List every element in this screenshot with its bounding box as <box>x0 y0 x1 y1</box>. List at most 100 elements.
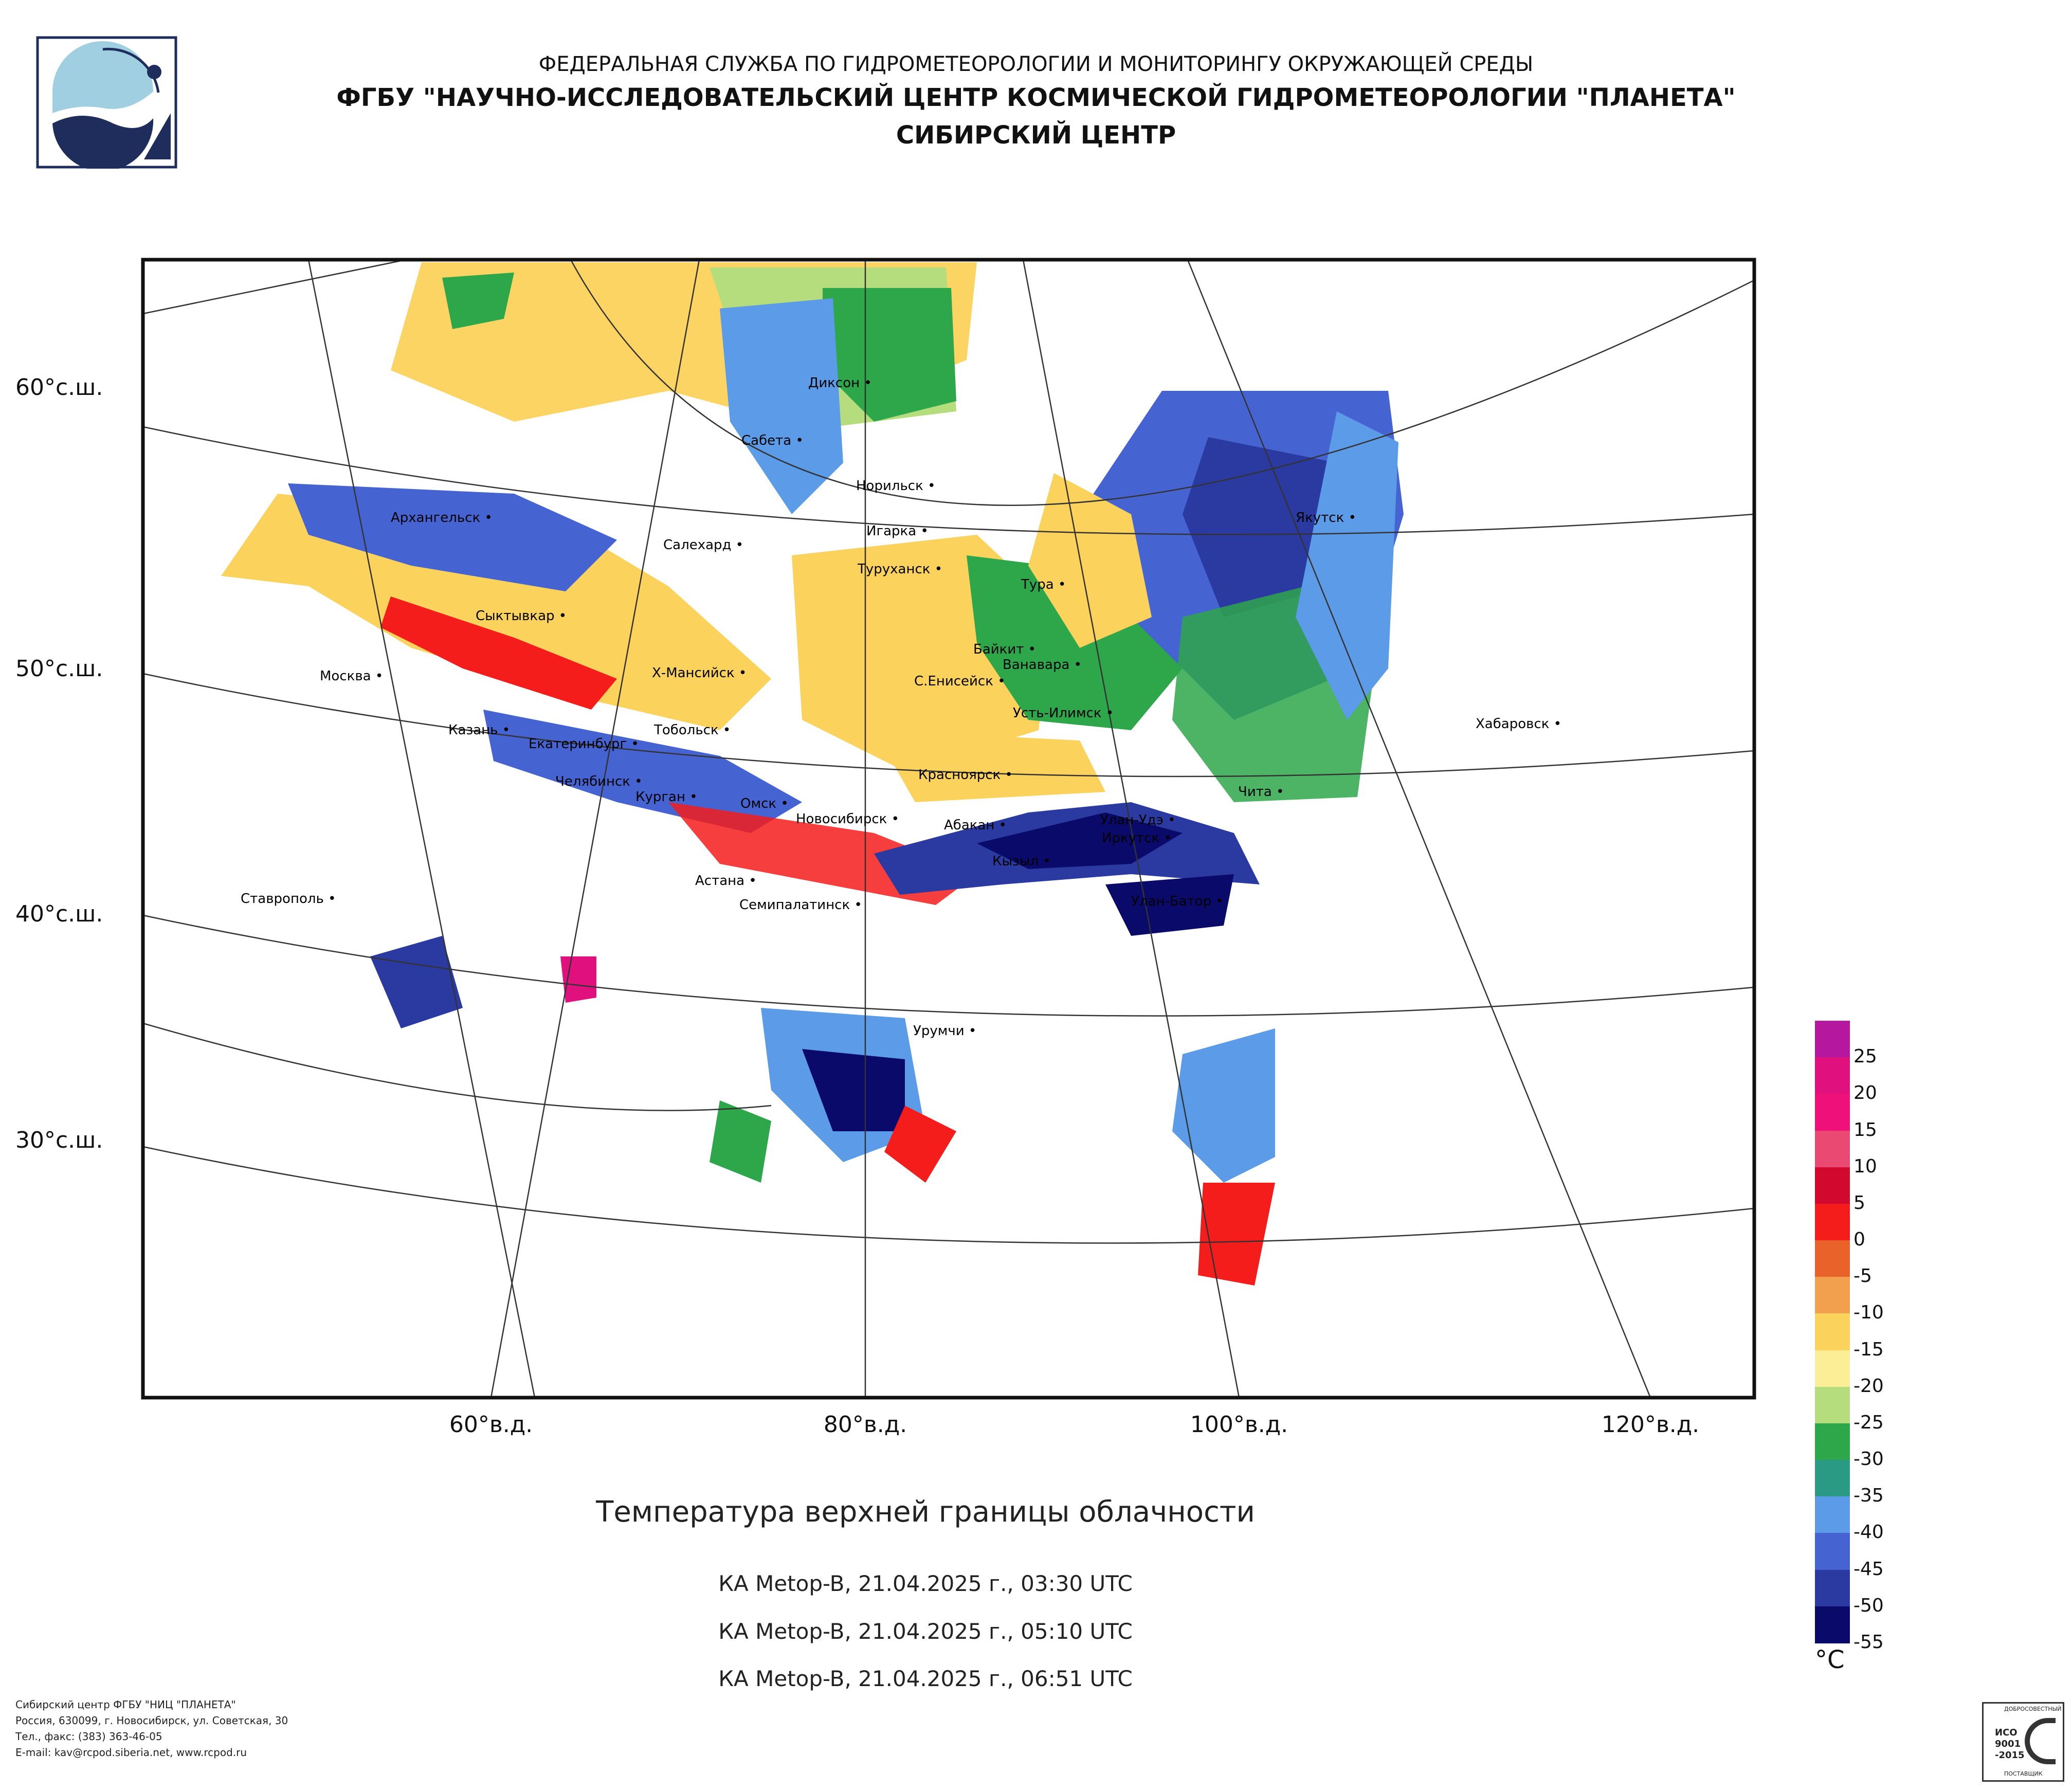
city-label: Усть-Илимск <box>1013 705 1102 721</box>
header-agency: ФЕДЕРАЛЬНАЯ СЛУЖБА ПО ГИДРОМЕТЕОРОЛОГИИ … <box>538 52 1534 76</box>
iso-badge-year: -2015 <box>1995 1750 2025 1761</box>
city-kurgan: Курган • <box>635 789 698 805</box>
colorbar-swatch <box>1815 1496 1850 1534</box>
city-label: Байкит <box>973 642 1024 657</box>
city-label: Иркутск <box>1102 830 1160 846</box>
city-chita: Чита • <box>1238 784 1284 800</box>
city-label: Сыктывкар <box>476 608 555 624</box>
footer-org: Сибирский центр ФГБУ "НИЦ "ПЛАНЕТА" <box>15 1698 236 1711</box>
lat-label-60: 60°с.ш. <box>15 374 103 401</box>
iso-badge-top: ДОБРОСОВЕСТНЫЙ <box>2004 1706 2062 1712</box>
city-label: Новосибирск <box>796 811 887 827</box>
city-label: Чита <box>1238 784 1272 800</box>
lat-label-40: 40°с.ш. <box>15 901 103 927</box>
city-ulan-bator: Улан-Батор • <box>1131 894 1224 909</box>
colorbar-swatch <box>1815 1021 1850 1058</box>
city-krasnoyarsk: Красноярск • <box>918 767 1013 783</box>
colorbar-tick-label: -30 <box>1853 1449 1884 1470</box>
lat-label-50: 50°с.ш. <box>15 656 103 682</box>
colorbar-swatch <box>1815 1277 1850 1314</box>
colorbar <box>1815 1021 1850 1643</box>
colorbar-swatch <box>1815 1130 1850 1168</box>
colorbar-swatch <box>1815 1533 1850 1570</box>
header-center: СИБИРСКИЙ ЦЕНТР <box>896 121 1176 150</box>
pass-3: КА Metop-B, 21.04.2025 г., 06:51 UTC <box>718 1666 1133 1691</box>
city-ust-ilimsk: Усть-Илимск • <box>1013 705 1114 721</box>
city-dikson: Диксон • <box>808 375 872 391</box>
city-label: Туруханск <box>858 562 931 577</box>
city-label: Х-Мансийск <box>652 665 735 681</box>
pass-1: КА Metop-B, 21.04.2025 г., 03:30 UTC <box>718 1571 1133 1596</box>
city-label: Диксон <box>808 375 860 391</box>
city-moscow: Москва • <box>320 668 384 684</box>
city-yekaterinburg: Екатеринбург • <box>529 736 639 752</box>
city-novosibirsk: Новосибирск • <box>796 811 899 827</box>
city-label: Сабета <box>741 433 792 448</box>
city-label: Архангельск <box>391 510 481 526</box>
city-khabarovsk: Хабаровск • <box>1476 716 1562 732</box>
city-arkhangelsk: Архангельск • <box>391 510 493 526</box>
iso-badge-num: 9001 <box>1995 1739 2021 1749</box>
lon-label-100: 100°в.д. <box>1190 1412 1288 1438</box>
map-title: Температура верхней границы облачности <box>596 1495 1255 1529</box>
colorbar-swatch <box>1815 1386 1850 1424</box>
city-label: С.Енисейск <box>914 674 993 689</box>
city-label: Омск <box>740 796 777 811</box>
city-label: Хабаровск <box>1476 716 1550 732</box>
city-syktyvkar: Сыктывкар • <box>476 608 567 624</box>
colorbar-tick-label: -5 <box>1853 1265 1872 1287</box>
colorbar-swatch <box>1815 1350 1850 1387</box>
colorbar-tick-label: -50 <box>1853 1595 1884 1616</box>
city-yakutsk: Якутск • <box>1296 510 1356 526</box>
city-label: Игарка <box>866 523 917 539</box>
city-kazan: Казань • <box>448 722 511 738</box>
city-ulan-ude: Улан-Удэ • <box>1100 812 1176 828</box>
city-stavropol: Ставрополь • <box>241 891 336 907</box>
city-semipalatinsk: Семипалатинск • <box>739 897 862 913</box>
pass-2: КА Metop-B, 21.04.2025 г., 05:10 UTC <box>718 1619 1133 1644</box>
colorbar-swatch <box>1815 1460 1850 1497</box>
colorbar-swatch <box>1815 1606 1850 1643</box>
city-igarka: Игарка • <box>866 523 929 539</box>
planeta-logo <box>36 36 177 172</box>
colorbar-tick-label: -10 <box>1853 1302 1884 1324</box>
city-chelyabinsk: Челябинск • <box>555 774 643 789</box>
colorbar-swatch <box>1815 1057 1850 1095</box>
colorbar-swatch <box>1815 1569 1850 1607</box>
city-label: Салехард <box>663 537 732 553</box>
city-label: Екатеринбург <box>529 736 627 752</box>
city-label: Семипалатинск <box>739 897 850 913</box>
lon-label-120: 120°в.д. <box>1601 1412 1700 1438</box>
city-label: Абакан <box>944 818 995 833</box>
colorbar-swatch <box>1815 1423 1850 1461</box>
city-tobolsk: Тобольск • <box>654 722 731 738</box>
city-label: Казань <box>448 722 498 738</box>
colorbar-tick-label: 10 <box>1853 1155 1877 1177</box>
colorbar-swatch <box>1815 1203 1850 1241</box>
city-label: Улан-Батор <box>1131 894 1212 909</box>
city-label: Тура <box>1021 577 1054 592</box>
city-label: Ставрополь <box>241 891 324 907</box>
city-sabeta: Сабета • <box>741 433 804 448</box>
city-omsk: Омск • <box>740 796 789 811</box>
colorbar-tick-label: 15 <box>1853 1119 1877 1141</box>
lon-label-60: 60°в.д. <box>449 1412 533 1438</box>
city-label: Астана <box>695 873 745 889</box>
iso-badge-iso: ИСО <box>1995 1727 2018 1738</box>
colorbar-tick-label: 0 <box>1853 1229 1865 1251</box>
colorbar-tick-label: -25 <box>1853 1412 1884 1433</box>
city-s-eniseysk: С.Енисейск • <box>914 674 1006 689</box>
city-label: Улан-Удэ <box>1100 812 1164 828</box>
colorbar-tick-label: -20 <box>1853 1375 1884 1397</box>
iso-badge: ДОБРОСОВЕСТНЫЙ ИСО 9001 -2015 ПОСТАВЩИК <box>1982 1702 2064 1782</box>
city-astana: Астана • <box>695 873 757 889</box>
city-label: Тобольск <box>654 722 719 738</box>
city-vanavara: Ванавара • <box>1003 657 1082 673</box>
colorbar-tick-label: -55 <box>1853 1632 1884 1653</box>
header-institute: ФГБУ "НАУЧНО-ИССЛЕДОВАТЕЛЬСКИЙ ЦЕНТР КОС… <box>336 83 1736 112</box>
city-label: Кызыл <box>992 854 1039 869</box>
city-urumqi: Урумчи • <box>913 1023 977 1039</box>
colorbar-swatch <box>1815 1167 1850 1204</box>
city-label: Челябинск <box>555 774 631 789</box>
